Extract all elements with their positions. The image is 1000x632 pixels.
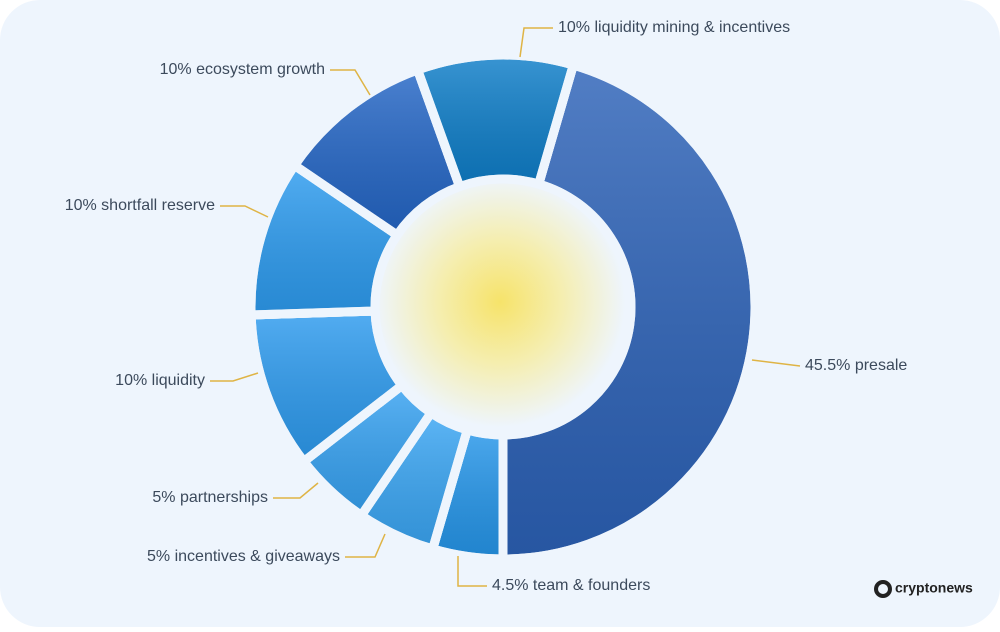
segment-label: 10% ecosystem growth: [160, 61, 325, 78]
logo-icon: [874, 580, 892, 598]
logo: cryptonews: [874, 580, 973, 598]
center-glow: [375, 177, 625, 427]
leader-line: [330, 69, 371, 96]
segment-label: 5% incentives & giveaways: [147, 548, 340, 565]
segment-label: 10% liquidity mining & incentives: [558, 19, 790, 36]
segment-label: 4.5% team & founders: [492, 577, 650, 594]
segment-label: 45.5% presale: [805, 357, 907, 374]
segment-label: 10% shortfall reserve: [65, 197, 215, 214]
leader-line: [345, 533, 386, 558]
leader-line: [273, 482, 319, 499]
segment-label: 5% partnerships: [152, 489, 268, 506]
segment-label: 10% liquidity: [115, 372, 205, 389]
leader-line: [220, 205, 269, 218]
leader-line: [457, 556, 487, 587]
segment-shade: [411, 50, 579, 193]
segment-shade: [498, 59, 760, 564]
leader-line: [210, 372, 259, 382]
watermark: cryptonews: [895, 580, 973, 596]
leader-line: [519, 27, 553, 58]
leader-line: [751, 359, 801, 367]
